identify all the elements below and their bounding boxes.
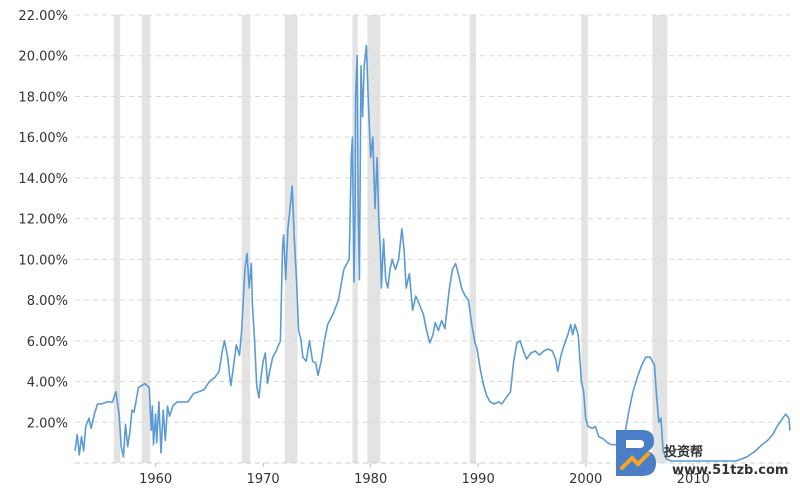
y-tick-label: 6.00% xyxy=(27,335,68,350)
y-tick-label: 2.00% xyxy=(27,416,68,431)
y-tick-label: 10.00% xyxy=(18,253,68,268)
y-tick-label: 8.00% xyxy=(27,294,68,309)
x-tick-label: 2010 xyxy=(677,472,710,487)
watermark-brand: 投资帮 xyxy=(664,444,703,460)
y-tick-label: 14.00% xyxy=(18,172,68,187)
x-tick-label: 1980 xyxy=(354,472,387,487)
y-axis: 2.00% 4.00% 6.00% 8.00% 10.00% 12.00% 14.00% 16… xyxy=(18,9,68,431)
y-tick-label: 4.00% xyxy=(27,376,68,391)
watermark-url: www.51tzb.com xyxy=(672,463,788,478)
recession-band xyxy=(241,15,251,463)
x-tick-label: 1970 xyxy=(247,472,280,487)
x-axis: 1960 1970 1980 1990 2000 2010 xyxy=(139,463,710,487)
x-tick-label: 1990 xyxy=(462,472,495,487)
x-tick-label: 1960 xyxy=(139,472,172,487)
recession-band xyxy=(141,15,151,463)
recession-band xyxy=(581,15,588,463)
recession-band xyxy=(652,15,668,463)
y-tick-label: 18.00% xyxy=(18,90,68,105)
series-line xyxy=(74,44,791,462)
recession-bands xyxy=(113,15,668,463)
recession-band xyxy=(284,15,298,463)
gridlines xyxy=(75,14,790,423)
recession-band xyxy=(469,15,477,463)
watermark: 投资帮 www.51tzb.com xyxy=(616,430,788,478)
y-tick-label: 20.00% xyxy=(18,50,68,65)
y-tick-label: 22.00% xyxy=(18,9,68,24)
y-tick-label: 16.00% xyxy=(18,131,68,146)
x-tick-label: 2000 xyxy=(569,472,602,487)
brand-logo-icon xyxy=(616,430,656,476)
recession-band xyxy=(367,15,381,463)
recession-band xyxy=(113,15,121,463)
y-tick-label: 12.00% xyxy=(18,213,68,228)
